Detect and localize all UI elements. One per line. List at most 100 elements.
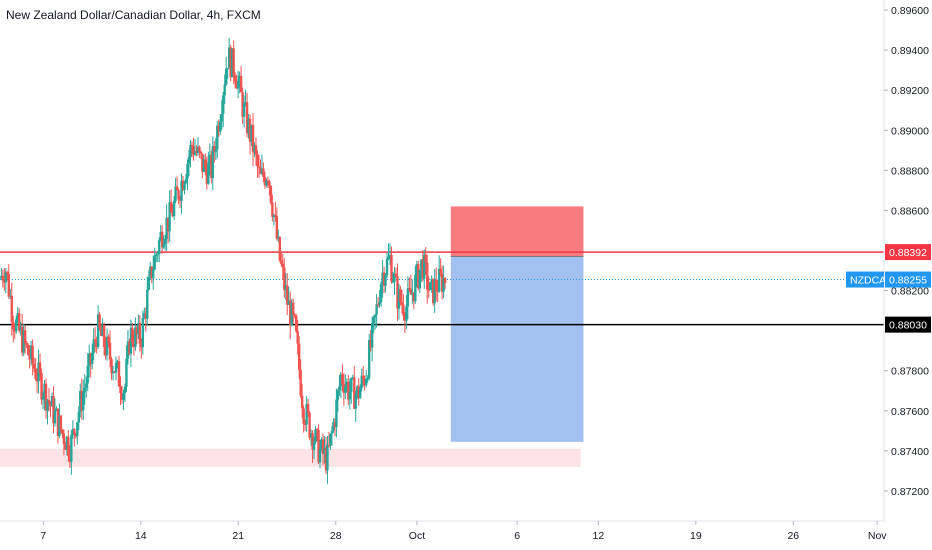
candle-body: [353, 377, 356, 409]
candle-body: [440, 273, 444, 292]
candle-body: [254, 145, 258, 155]
candle-body: [76, 422, 79, 437]
candle-body: [137, 322, 140, 335]
candle-body: [141, 318, 145, 348]
candle-body: [388, 255, 392, 257]
candle-body: [47, 400, 51, 404]
candle-body: [169, 202, 173, 213]
candle-body: [338, 386, 341, 391]
candle-body: [339, 374, 343, 387]
candle-body: [70, 434, 73, 462]
candle-body: [351, 377, 354, 379]
candle-body: [222, 95, 225, 114]
candle-body: [426, 262, 429, 290]
candle-body: [295, 315, 298, 332]
candle-body: [61, 429, 64, 434]
candle-body: [104, 346, 107, 356]
candle-body: [327, 444, 331, 446]
candle-body: [15, 319, 18, 332]
candle-body: [391, 281, 395, 283]
candle-body: [312, 442, 316, 450]
candle-body: [423, 254, 426, 279]
candle-body: [430, 278, 433, 283]
candle-body: [98, 314, 101, 328]
candle-body: [263, 176, 267, 186]
candle-body: [184, 178, 188, 183]
candle-body: [232, 48, 235, 76]
candle-body: [233, 75, 237, 82]
candle-body: [286, 285, 289, 305]
candle-body: [155, 254, 158, 256]
candle-body: [394, 273, 398, 277]
candle-body: [271, 202, 274, 217]
x-tick-label: 26: [787, 530, 799, 542]
candle-body: [424, 254, 427, 263]
candle-body: [344, 386, 347, 393]
candle-body: [408, 288, 411, 290]
candle-body: [329, 433, 332, 446]
candle-body: [436, 290, 439, 292]
candle-body: [235, 81, 238, 89]
candle-body: [122, 393, 125, 400]
candle-body: [114, 362, 118, 373]
candle-body: [58, 415, 61, 437]
candle-body: [196, 146, 200, 153]
candle-body: [181, 180, 185, 190]
candle-body: [326, 444, 329, 471]
candle-body: [111, 371, 115, 374]
candle-body: [309, 433, 313, 438]
candle-body: [412, 292, 416, 302]
candle-body: [80, 390, 83, 411]
candle-body: [281, 263, 284, 268]
candle-body: [256, 154, 259, 167]
candle-body: [6, 271, 9, 274]
candle-body: [236, 80, 240, 89]
candle-body: [135, 327, 139, 335]
candle-body: [251, 124, 255, 153]
candle-body: [274, 215, 277, 217]
candle-body: [29, 345, 33, 360]
candle-body: [10, 295, 13, 322]
position-stop-zone[interactable]: [450, 206, 584, 257]
y-tick-label: 0.87800: [891, 366, 929, 378]
candle-body: [230, 48, 234, 78]
position-target-zone[interactable]: [450, 256, 584, 442]
candle-body: [50, 396, 54, 407]
price-badge-red-text: 0.88392: [889, 247, 927, 259]
candle-body: [292, 302, 295, 315]
x-tick-label: 14: [135, 530, 147, 542]
candle-body: [68, 455, 72, 462]
candle-body: [405, 306, 408, 321]
candle-body: [409, 288, 413, 295]
candle-body: [400, 302, 404, 305]
price-badge-blue-text: 0.88255: [889, 275, 927, 287]
candle-body: [105, 336, 109, 356]
candle-body: [172, 201, 176, 217]
candle-body: [85, 383, 88, 388]
candle-body: [195, 151, 198, 153]
candle-body: [92, 339, 95, 353]
candle-body: [335, 399, 338, 428]
candle-body: [95, 341, 98, 348]
candle-body: [32, 363, 36, 369]
candle-body: [373, 314, 377, 318]
candle-body: [134, 327, 137, 348]
candle-body: [64, 444, 67, 450]
x-tick-label: 7: [40, 530, 46, 542]
candle-body: [229, 47, 232, 78]
candle-body: [366, 378, 369, 380]
x-tick-label: 21: [232, 530, 244, 542]
candle-body: [248, 118, 252, 142]
candle-body: [318, 448, 322, 463]
candle-body: [16, 312, 19, 320]
candle-body: [120, 393, 124, 400]
candle-body: [220, 113, 223, 122]
candle-body: [74, 433, 78, 437]
candle-body: [396, 276, 399, 309]
candle-body: [226, 68, 229, 70]
candle-body: [302, 408, 305, 424]
candle-body: [126, 341, 130, 359]
candle-body: [67, 436, 70, 456]
candle-body: [22, 330, 25, 353]
